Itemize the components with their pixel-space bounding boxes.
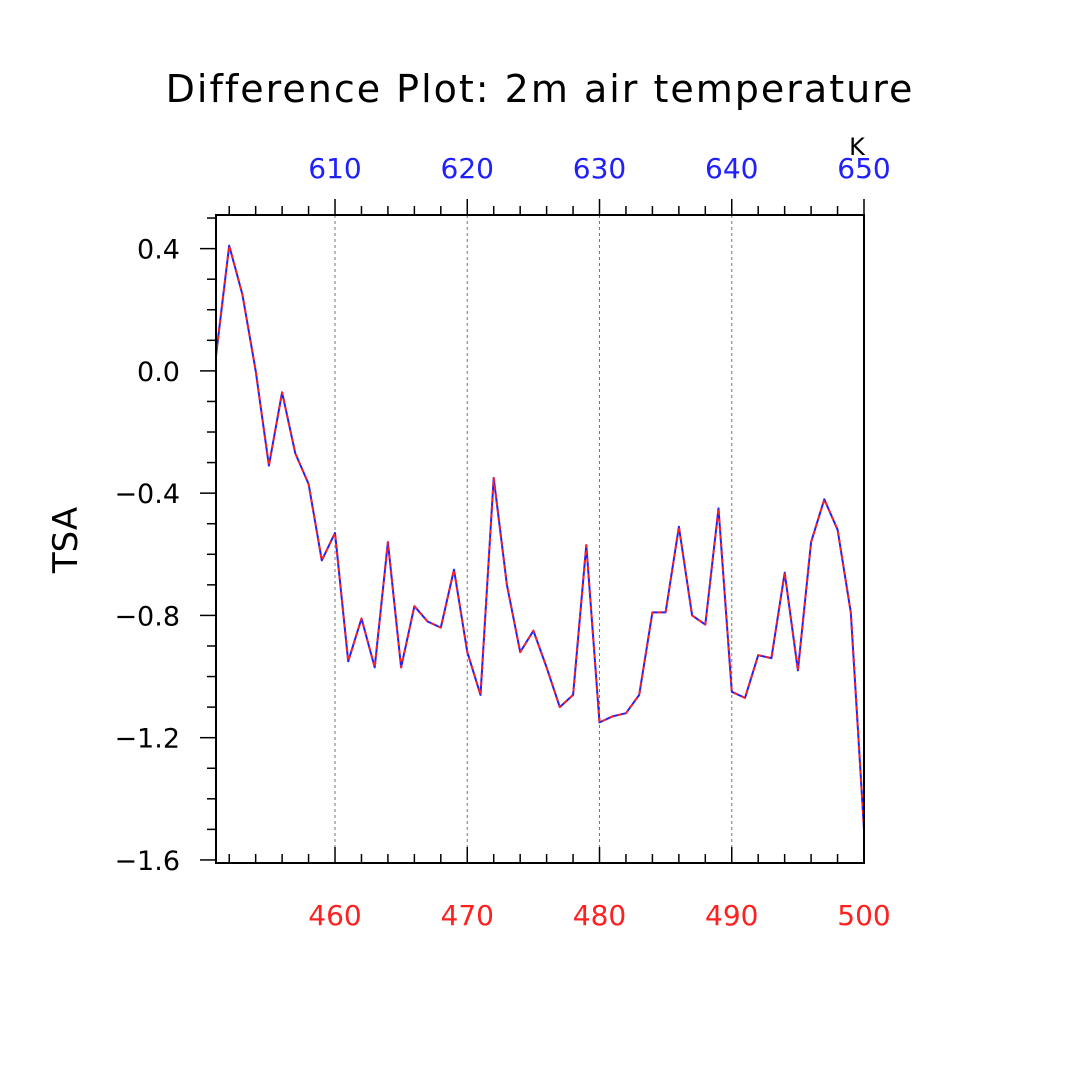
series-line-1 [215, 244, 865, 830]
y-tick-label: −1.2 [114, 724, 180, 755]
plot-frame [215, 214, 865, 864]
x-top-tick-label: 650 [837, 152, 890, 185]
x-bottom-tick-label: 460 [308, 899, 361, 932]
x-bottom-tick-label: 500 [837, 899, 890, 932]
x-bottom-tick-label: 470 [441, 899, 494, 932]
x-top-tick-label: 610 [308, 152, 361, 185]
grid-lines [334, 215, 733, 863]
x-top-tick-label: 620 [441, 152, 494, 185]
x-top-tick-label: 630 [573, 152, 626, 185]
y-tick-label: 0.4 [137, 235, 180, 266]
units-label: K [849, 133, 866, 161]
chart-title: Difference Plot: 2m air temperature [166, 67, 915, 111]
y-axis-label: TSA [46, 507, 86, 574]
x-bottom-tick-label: 480 [573, 899, 626, 932]
series-line-2 [215, 244, 865, 830]
series-lines [215, 244, 865, 830]
y-tick-label: −0.8 [114, 601, 180, 632]
axes: 460 470 480 490 500 610 620 630 640 650 0.4 0.0 −0.4… [114, 152, 890, 932]
y-tick-label: 0.0 [137, 357, 180, 388]
y-tick-label: −1.6 [114, 846, 180, 877]
x-bottom-tick-label: 490 [705, 899, 758, 932]
x-top-tick-label: 640 [705, 152, 758, 185]
y-tick-label: −0.4 [114, 479, 180, 510]
